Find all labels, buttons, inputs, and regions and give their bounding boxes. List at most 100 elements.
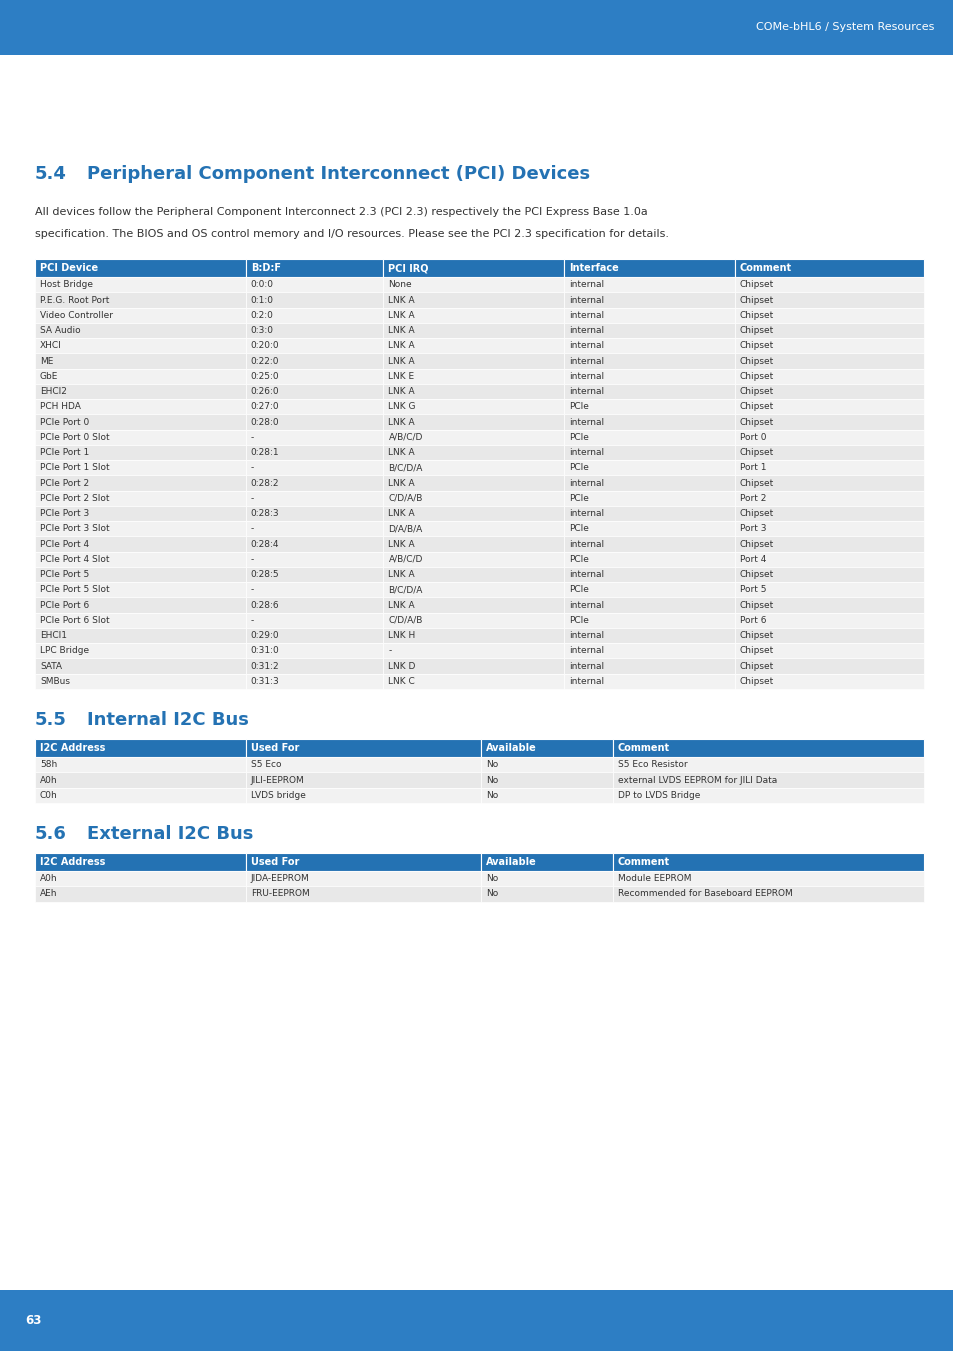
Text: LNK D: LNK D: [388, 662, 416, 670]
Bar: [734, 476, 923, 490]
Text: Chipset: Chipset: [739, 601, 773, 609]
Bar: [563, 490, 734, 507]
Bar: [246, 461, 383, 476]
Text: No: No: [486, 874, 498, 884]
Text: 5.4: 5.4: [35, 165, 67, 182]
Bar: [563, 551, 734, 567]
Text: specification. The BIOS and OS control memory and I/O resources. Please see the : specification. The BIOS and OS control m…: [35, 230, 668, 239]
Text: Chipset: Chipset: [739, 631, 773, 640]
Text: SA Audio: SA Audio: [40, 326, 81, 335]
Text: PCIe Port 3 Slot: PCIe Port 3 Slot: [40, 524, 110, 534]
Bar: [734, 415, 923, 430]
Text: No: No: [486, 775, 498, 785]
Bar: [734, 354, 923, 369]
Text: 0:28:3: 0:28:3: [251, 509, 279, 517]
Bar: [383, 461, 563, 476]
Bar: [563, 628, 734, 643]
Text: PCI IRQ: PCI IRQ: [388, 263, 429, 273]
Bar: [246, 788, 480, 802]
Bar: [383, 384, 563, 399]
Text: PCIe: PCIe: [568, 494, 588, 503]
Bar: [734, 369, 923, 384]
Text: Chipset: Chipset: [739, 372, 773, 381]
Bar: [563, 323, 734, 338]
Text: PCIe: PCIe: [568, 616, 588, 624]
Bar: [383, 415, 563, 430]
Text: PCIe Port 6 Slot: PCIe Port 6 Slot: [40, 616, 110, 624]
Bar: [246, 490, 383, 507]
Bar: [35, 323, 246, 338]
Text: Port 3: Port 3: [739, 524, 765, 534]
Text: -: -: [251, 555, 253, 563]
Text: 0:3:0: 0:3:0: [251, 326, 274, 335]
Text: 0:28:6: 0:28:6: [251, 601, 279, 609]
Text: internal: internal: [568, 357, 603, 366]
Text: External I2C Bus: External I2C Bus: [87, 825, 253, 843]
Text: 0:0:0: 0:0:0: [251, 280, 274, 289]
Text: Video Controller: Video Controller: [40, 311, 112, 320]
Text: Chipset: Chipset: [739, 570, 773, 580]
Bar: [383, 444, 563, 461]
Text: Chipset: Chipset: [739, 478, 773, 488]
Text: LNK A: LNK A: [388, 449, 415, 457]
Bar: [246, 277, 383, 292]
Bar: [35, 643, 246, 658]
Bar: [734, 567, 923, 582]
Text: internal: internal: [568, 509, 603, 517]
Text: JIDA-EEPROM: JIDA-EEPROM: [251, 874, 309, 884]
Text: C/D/A/B: C/D/A/B: [388, 494, 422, 503]
Bar: [480, 886, 612, 901]
Bar: [734, 582, 923, 597]
Text: Host Bridge: Host Bridge: [40, 280, 92, 289]
Text: -: -: [251, 524, 253, 534]
Bar: [563, 536, 734, 551]
Text: PCIe Port 0 Slot: PCIe Port 0 Slot: [40, 432, 110, 442]
Bar: [383, 476, 563, 490]
Bar: [246, 399, 383, 415]
Text: Comment: Comment: [618, 743, 669, 753]
Bar: [734, 259, 923, 277]
Text: Chipset: Chipset: [739, 388, 773, 396]
Bar: [734, 490, 923, 507]
Bar: [383, 658, 563, 674]
Bar: [734, 308, 923, 323]
Text: PCIe Port 1: PCIe Port 1: [40, 449, 90, 457]
Bar: [563, 582, 734, 597]
Text: LNK E: LNK E: [388, 372, 415, 381]
Bar: [480, 871, 612, 886]
Bar: [246, 643, 383, 658]
Bar: [563, 461, 734, 476]
Bar: [383, 674, 563, 689]
Bar: [35, 259, 246, 277]
Text: 0:28:2: 0:28:2: [251, 478, 279, 488]
Text: Chipset: Chipset: [739, 342, 773, 350]
Text: LNK A: LNK A: [388, 296, 415, 304]
Bar: [246, 259, 383, 277]
Text: 0:29:0: 0:29:0: [251, 631, 279, 640]
Text: Available: Available: [486, 857, 537, 867]
Bar: [734, 521, 923, 536]
Text: PCIe Port 5: PCIe Port 5: [40, 570, 90, 580]
Text: Internal I2C Bus: Internal I2C Bus: [87, 711, 249, 730]
Text: LVDS bridge: LVDS bridge: [251, 790, 305, 800]
Text: PCIe Port 4: PCIe Port 4: [40, 539, 89, 549]
Text: Comment: Comment: [739, 263, 791, 273]
Bar: [246, 886, 480, 901]
Bar: [0, 0, 953, 55]
Bar: [563, 567, 734, 582]
Text: I2C Address: I2C Address: [40, 857, 105, 867]
Bar: [246, 852, 480, 871]
Bar: [246, 369, 383, 384]
Bar: [383, 308, 563, 323]
Bar: [734, 551, 923, 567]
Bar: [383, 354, 563, 369]
Text: LNK A: LNK A: [388, 417, 415, 427]
Bar: [563, 354, 734, 369]
Bar: [383, 536, 563, 551]
Text: Port 4: Port 4: [739, 555, 765, 563]
Text: internal: internal: [568, 296, 603, 304]
Bar: [383, 643, 563, 658]
Text: Chipset: Chipset: [739, 646, 773, 655]
Text: internal: internal: [568, 677, 603, 686]
Bar: [480, 788, 612, 802]
